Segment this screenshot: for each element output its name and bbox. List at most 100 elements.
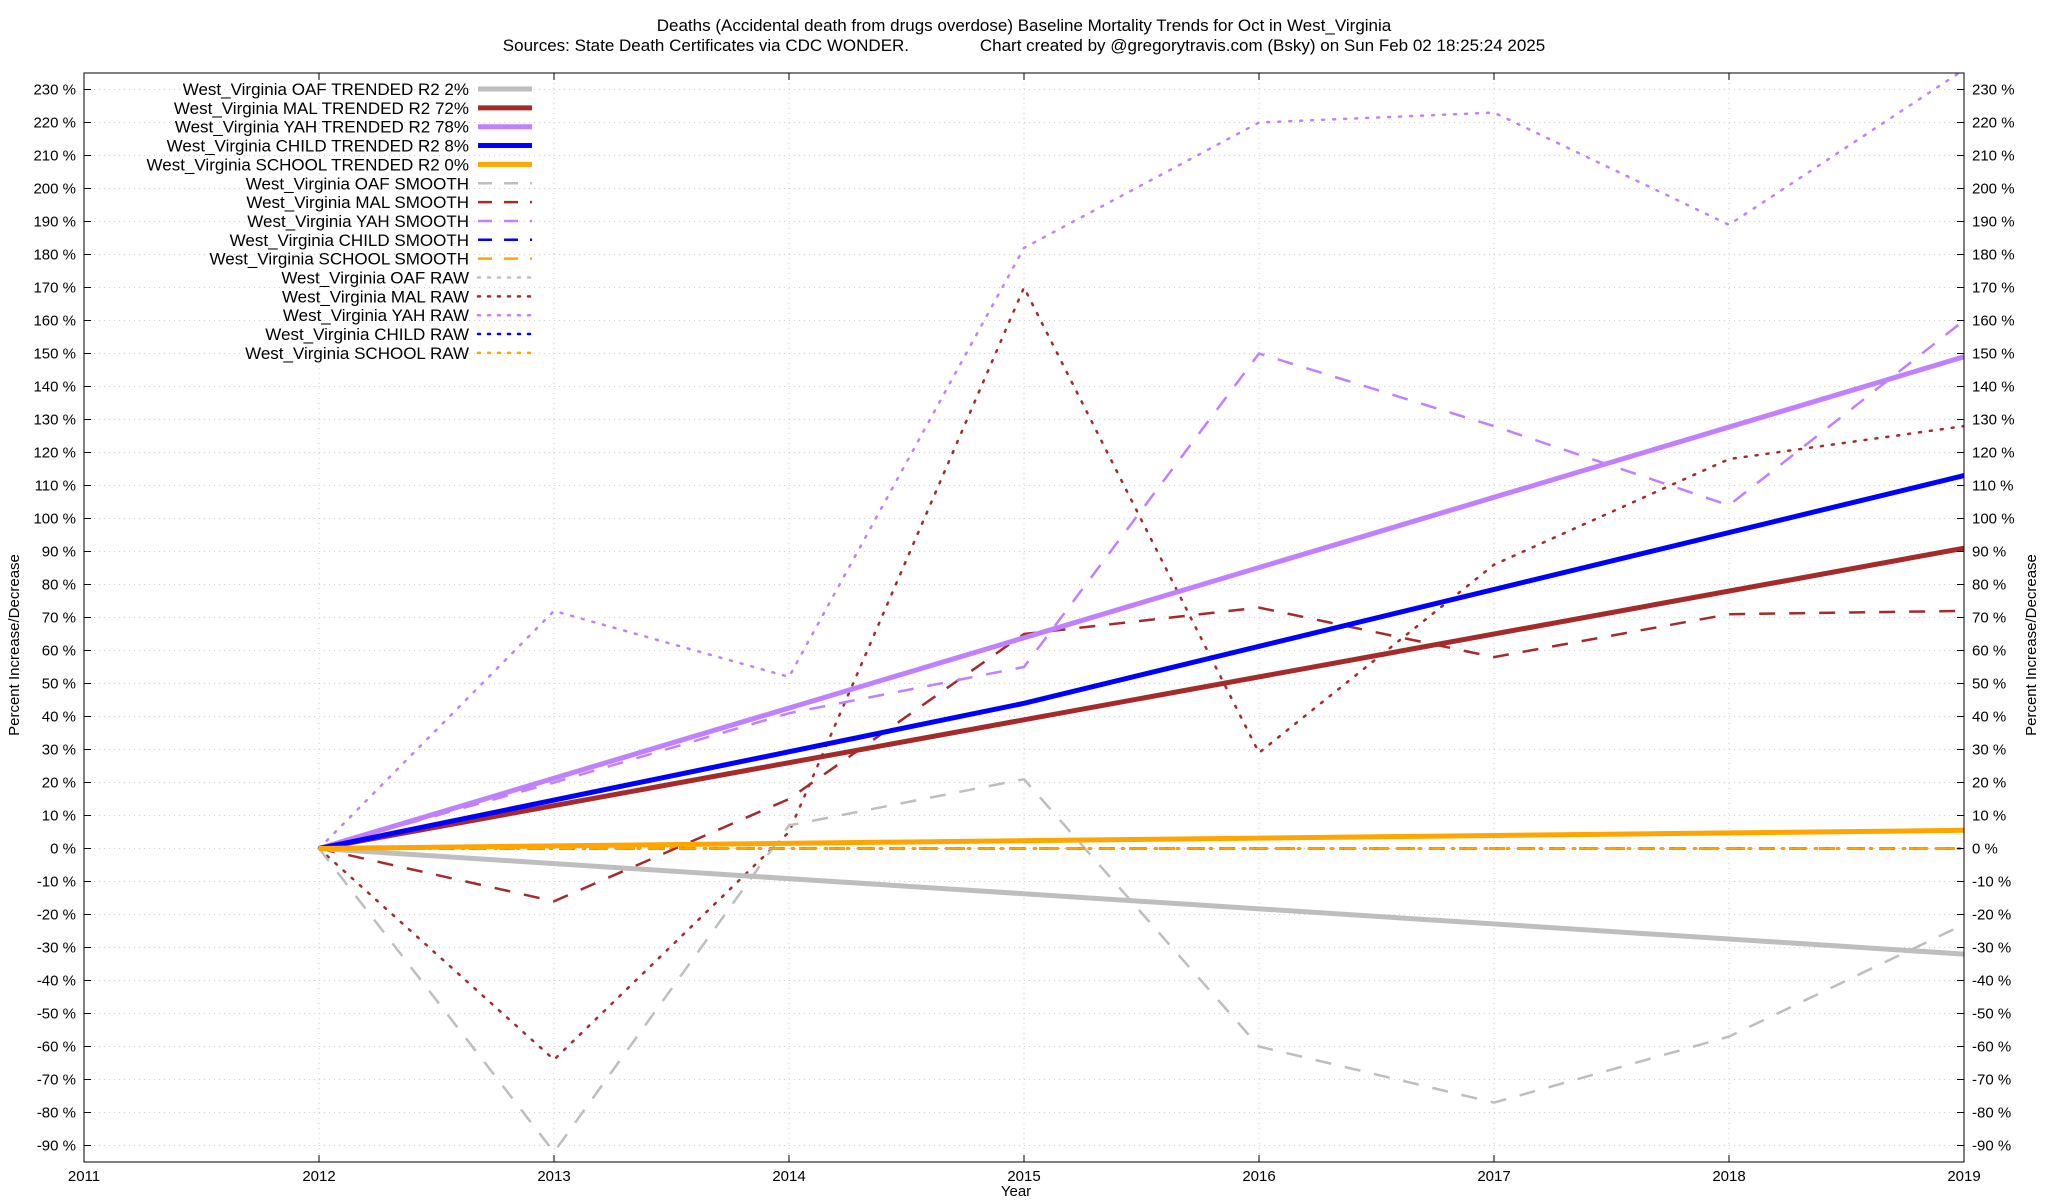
legend-label-3: West_Virginia CHILD TRENDED R2 8% [167,137,469,156]
y-tick-label-right: 100 % [1972,511,2015,528]
y-tick-label-left: 30 % [42,742,76,759]
legend-label-1: West_Virginia MAL TRENDED R2 72% [174,99,469,118]
y-tick-label-right: 10 % [1972,808,2006,825]
legend-label-5: West_Virginia OAF SMOOTH [246,174,469,193]
y-tick-label-right: -40 % [1972,973,2011,990]
y-tick-label-left: 190 % [33,214,76,231]
y-tick-label-left: -70 % [37,1072,76,1089]
legend-label-11: West_Virginia MAL RAW [282,287,469,306]
x-tick-label: 2011 [68,1168,100,1185]
legend-label-13: West_Virginia CHILD RAW [265,325,469,344]
legend-label-10: West_Virginia OAF RAW [281,269,469,288]
series-line-2 [318,354,1964,851]
x-tick-label: 2015 [1007,1168,1040,1185]
x-tick-label: 2019 [1947,1168,1980,1185]
y-tick-label-right: 40 % [1972,709,2006,726]
y-tick-label-left: -30 % [37,940,76,957]
y-tick-label-right: 140 % [1972,379,2015,396]
y-tick-label-right: -70 % [1972,1072,2011,1089]
y-tick-label-left: 90 % [42,544,76,561]
y-tick-label-left: 0 % [50,841,76,858]
y-tick-label-right: -50 % [1972,1006,2011,1023]
y-tick-label-left: -60 % [37,1039,76,1056]
y-tick-label-right: 130 % [1972,412,2015,429]
y-tick-label-left: 50 % [42,676,76,693]
y-tick-label-left: 60 % [42,643,76,660]
y-tick-label-right: -10 % [1972,874,2011,891]
series-line-7 [318,319,1964,850]
y-tick-label-right: -80 % [1972,1105,2011,1122]
legend-label-9: West_Virginia SCHOOL SMOOTH [210,250,469,269]
y-tick-label-left: -10 % [37,874,76,891]
y-tick-label-left: -40 % [37,973,76,990]
y-tick-label-left: 130 % [33,412,76,429]
x-tick-label: 2018 [1712,1168,1745,1185]
series-line-1 [318,545,1964,851]
y-tick-label-right: 60 % [1972,643,2006,660]
y-tick-label-left: -50 % [37,1006,76,1023]
y-tick-label-right: 150 % [1972,346,2015,363]
y-axis-label-left: Percent Increase/Decrease [6,554,23,736]
series-line-11 [317,284,1964,1062]
y-tick-label-left: 200 % [33,181,76,198]
y-tick-label-right: -60 % [1972,1039,2011,1056]
y-tick-label-right: 210 % [1972,148,2015,165]
y-tick-label-right: -30 % [1972,940,2011,957]
y-tick-label-left: 160 % [33,313,76,330]
legend-label-2: West_Virginia YAH TRENDED R2 78% [175,118,469,137]
series-line-12 [317,73,1962,850]
y-tick-label-right: 180 % [1972,247,2015,264]
plot-series [317,73,1964,1155]
y-tick-label-left: 180 % [33,247,76,264]
x-tick-label: 2013 [537,1168,570,1185]
y-tick-label-right: 80 % [1972,577,2006,594]
series-line-5 [318,777,1964,1155]
chart-title: Deaths (Accidental death from drugs over… [657,16,1392,35]
y-tick-label-right: 0 % [1972,841,1998,858]
x-axis-label: Year [1001,1183,1031,1200]
legend: West_Virginia OAF TRENDED R2 2%West_Virg… [147,80,534,363]
y-tick-label-right: 200 % [1972,181,2015,198]
y-tick-label-left: -90 % [37,1138,76,1155]
y-tick-label-left: 80 % [42,577,76,594]
y-tick-label-right: 110 % [1972,478,2013,495]
y-tick-label-right: -90 % [1972,1138,2011,1155]
y-tick-label-left: 110 % [35,478,76,495]
y-tick-label-left: 140 % [33,379,76,396]
y-tick-label-left: 100 % [33,511,76,528]
y-tick-label-right: 160 % [1972,313,2015,330]
y-tick-label-left: 150 % [33,346,76,363]
chart-subtitle: Sources: State Death Certificates via CD… [503,36,1545,55]
y-tick-label-right: 90 % [1972,544,2006,561]
y-tick-label-left: 170 % [33,280,76,297]
y-tick-label-left: 70 % [42,610,76,627]
series-line-4 [318,827,1964,851]
y-tick-label-right: 170 % [1972,280,2015,297]
legend-label-7: West_Virginia YAH SMOOTH [247,212,469,231]
axis-ticks: -90 % -90 % -80 % -80 % -70 % -70 % -60 % -60 %… [33,73,2015,1185]
y-tick-label-right: 50 % [1972,676,2006,693]
series-line-0 [318,846,1964,957]
legend-label-0: West_Virginia OAF TRENDED R2 2% [183,80,469,99]
y-tick-label-right: 120 % [1972,445,2015,462]
legend-label-8: West_Virginia CHILD SMOOTH [230,231,469,250]
legend-label-12: West_Virginia YAH RAW [283,306,469,325]
y-axis-label-right: Percent Increase/Decrease [2023,554,2040,736]
y-tick-label-left: 40 % [42,709,76,726]
y-tick-label-left: 120 % [33,445,76,462]
x-tick-label: 2017 [1477,1168,1510,1185]
y-tick-label-left: -20 % [37,907,76,924]
y-tick-label-right: 30 % [1972,742,2006,759]
series-line-3 [318,473,1964,851]
legend-label-6: West_Virginia MAL SMOOTH [246,193,469,212]
y-tick-label-right: 190 % [1972,214,2015,231]
y-tick-label-right: 230 % [1972,82,2015,99]
y-tick-label-left: -80 % [37,1105,76,1122]
y-tick-label-right: 220 % [1972,115,2015,132]
x-tick-label: 2014 [772,1168,805,1185]
y-tick-label-left: 20 % [42,775,76,792]
x-tick-label: 2012 [302,1168,335,1185]
y-tick-label-left: 230 % [33,82,76,99]
y-tick-label-left: 210 % [33,148,76,165]
